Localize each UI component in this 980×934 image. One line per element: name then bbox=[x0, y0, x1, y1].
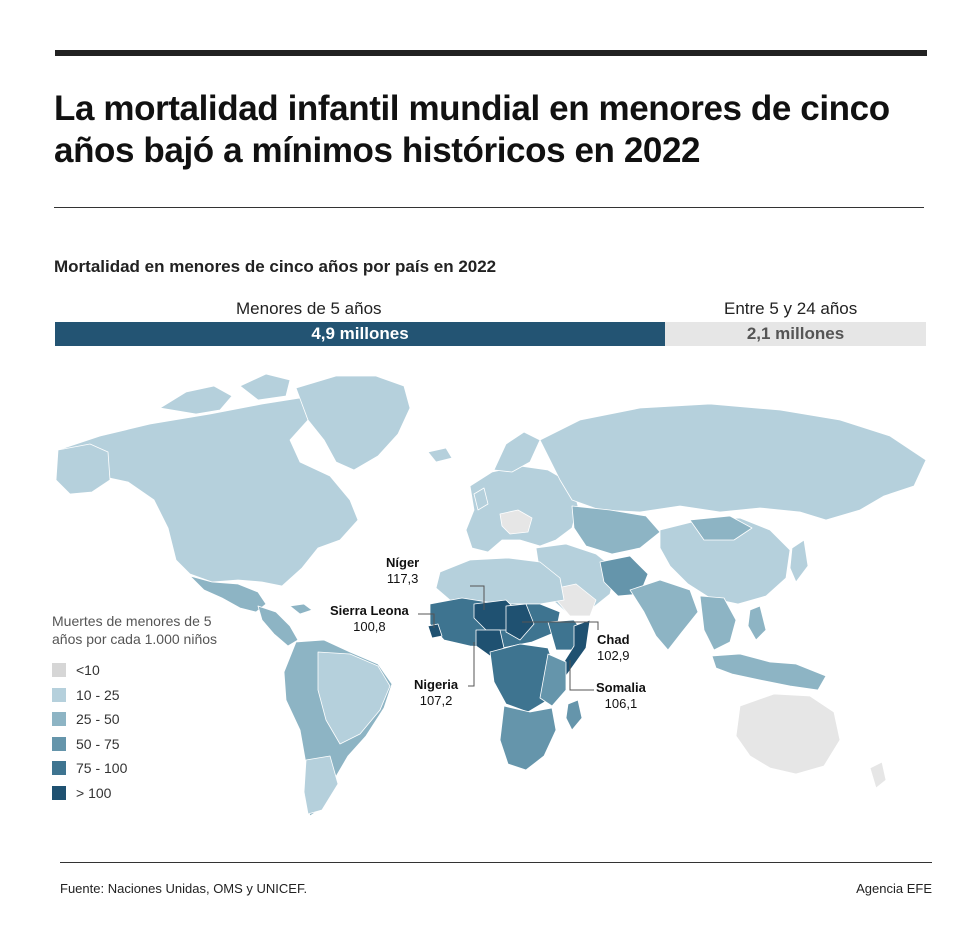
leader-line-nigeria bbox=[468, 642, 475, 687]
central-america bbox=[257, 605, 299, 647]
india bbox=[629, 579, 699, 651]
philippines bbox=[747, 605, 767, 641]
legend-swatch bbox=[52, 761, 66, 776]
central-asia bbox=[571, 505, 661, 555]
leader-line-somalia bbox=[569, 660, 594, 691]
title-divider bbox=[54, 207, 924, 208]
legend-label: 25 - 50 bbox=[76, 711, 120, 728]
callout-sierra-leona-value: 100,8 bbox=[353, 619, 386, 634]
legend-item: > 100 bbox=[52, 781, 222, 806]
leader-line-sierra-leona bbox=[418, 613, 435, 628]
page-title: La mortalidad infantil mundial en menore… bbox=[54, 89, 890, 170]
legend-swatch bbox=[52, 712, 66, 727]
callout-chad-value: 102,9 bbox=[597, 648, 630, 663]
footer-divider bbox=[60, 862, 932, 863]
callout-chad-name: Chad bbox=[597, 632, 630, 647]
under5-deaths-value: 4,9 millones bbox=[311, 324, 409, 343]
top-rule bbox=[55, 50, 927, 56]
caribbean bbox=[289, 603, 313, 615]
age5to24-bar-caption: Entre 5 y 24 años bbox=[724, 299, 858, 318]
age5to24-deaths-bar: 2,1 millones bbox=[665, 322, 926, 346]
under5-bar-caption: Menores de 5 años bbox=[236, 299, 382, 318]
legend-label: 75 - 100 bbox=[76, 760, 128, 777]
chad bbox=[505, 603, 535, 641]
legend-items: <10 10 - 25 25 - 50 50 - 75 75 - 100 > 100 bbox=[52, 658, 222, 805]
new-zealand bbox=[869, 761, 887, 789]
legend-item: 25 - 50 bbox=[52, 707, 222, 732]
japan bbox=[789, 539, 809, 583]
legend-swatch bbox=[52, 785, 66, 800]
central-europe bbox=[499, 509, 533, 535]
legend-item: 50 - 75 bbox=[52, 732, 222, 757]
legend-title: Muertes de menores de 5 años por cada 1.… bbox=[52, 613, 218, 647]
sierra-leona bbox=[427, 623, 443, 639]
legend-item: <10 bbox=[52, 658, 222, 683]
legend-item: 75 - 100 bbox=[52, 756, 222, 781]
under5-deaths-bar: 4,9 millones bbox=[55, 322, 665, 346]
map-subtitle: Mortalidad en menores de cinco años por … bbox=[54, 257, 497, 276]
southern-africa bbox=[499, 705, 557, 771]
north-africa bbox=[435, 557, 565, 605]
mongolia bbox=[689, 515, 753, 541]
callout-niger: Níger 117,3 bbox=[386, 555, 419, 587]
scandinavia bbox=[493, 431, 541, 473]
callout-sierra-leona-name: Sierra Leona bbox=[330, 603, 409, 618]
callout-chad: Chad 102,9 bbox=[597, 632, 630, 664]
legend-label: 50 - 75 bbox=[76, 735, 120, 752]
leader-line-chad bbox=[522, 621, 599, 630]
north-america bbox=[57, 397, 359, 587]
legend-item: 10 - 25 bbox=[52, 683, 222, 708]
callout-niger-value: 117,3 bbox=[386, 571, 419, 586]
indonesia bbox=[711, 653, 827, 691]
russia bbox=[539, 403, 927, 521]
southern-cone bbox=[303, 755, 339, 815]
callout-nigeria-value: 107,2 bbox=[419, 693, 453, 708]
callout-nigeria: Nigeria 107,2 bbox=[414, 677, 458, 709]
legend-swatch bbox=[52, 736, 66, 751]
southeast-asia bbox=[699, 595, 737, 651]
source-note: Fuente: Naciones Unidas, OMS y UNICEF. bbox=[60, 881, 308, 896]
brazil bbox=[317, 651, 391, 745]
callout-somalia-value: 106,1 bbox=[604, 696, 638, 711]
australia bbox=[735, 693, 841, 775]
east-africa bbox=[539, 653, 567, 707]
greenland bbox=[295, 375, 411, 471]
agency-credit: Agencia EFE bbox=[856, 881, 932, 896]
legend-label: <10 bbox=[76, 662, 100, 679]
legend-swatch bbox=[52, 663, 66, 678]
callout-nigeria-name: Nigeria bbox=[414, 677, 459, 692]
alaska bbox=[55, 443, 111, 495]
legend-label: > 100 bbox=[76, 784, 112, 801]
legend-swatch bbox=[52, 687, 66, 702]
callout-sierra-leona: Sierra Leona 100,8 bbox=[330, 603, 409, 635]
callout-somalia: Somalia 106,1 bbox=[596, 680, 646, 712]
china bbox=[659, 517, 791, 605]
age5to24-deaths-value: 2,1 millones bbox=[746, 324, 845, 343]
canadian-arctic-islands bbox=[159, 373, 291, 415]
british-isles bbox=[473, 487, 489, 511]
iceland bbox=[427, 447, 453, 463]
callout-niger-name: Níger bbox=[386, 555, 420, 570]
europe bbox=[465, 465, 579, 553]
map-legend: Muertes de menores de 5 años por cada 1.… bbox=[52, 612, 222, 805]
leader-line-niger bbox=[470, 585, 485, 610]
madagascar bbox=[565, 699, 583, 731]
callout-somalia-name: Somalia bbox=[596, 680, 646, 695]
legend-label: 10 - 25 bbox=[76, 686, 120, 703]
